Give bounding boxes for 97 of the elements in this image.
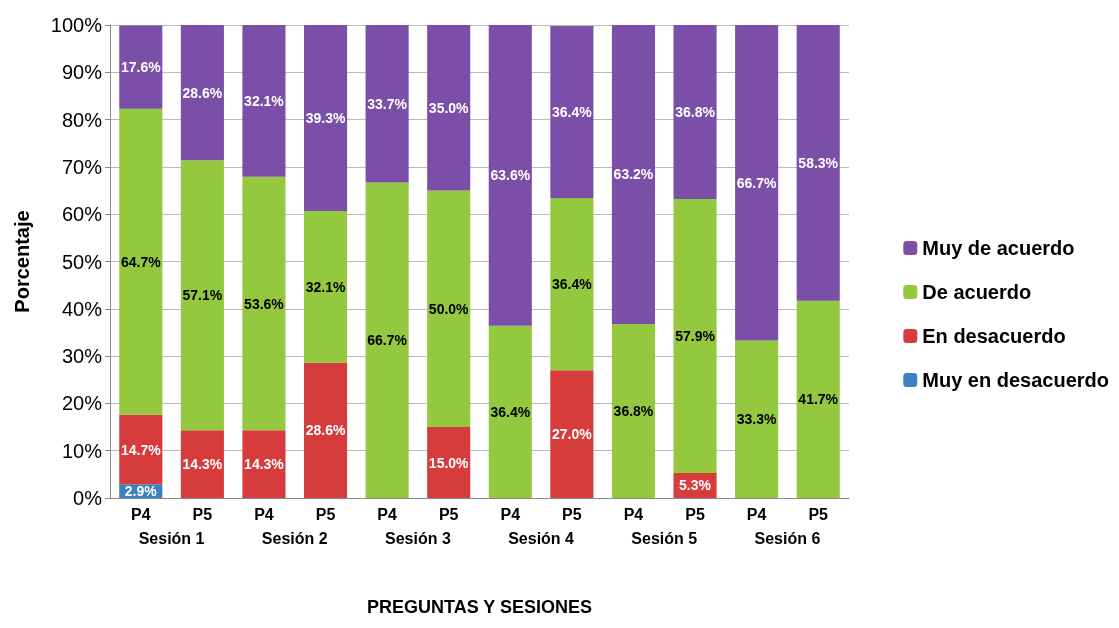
- y-tick-label: 100%: [50, 14, 103, 36]
- bar: [180, 25, 224, 161]
- data-label: 63.2%: [613, 166, 654, 183]
- y-tick-label: 60%: [61, 203, 103, 226]
- data-label: 33.7%: [367, 95, 408, 112]
- bar: [550, 370, 594, 498]
- y-tick-label: 0%: [73, 487, 103, 509]
- bar: [365, 182, 409, 498]
- bar: [180, 160, 224, 431]
- bar: [673, 199, 717, 473]
- text: Sesión 1: [138, 529, 205, 547]
- x-tick-label: P4: [623, 505, 644, 523]
- bar: [488, 325, 532, 498]
- bar: [180, 430, 224, 498]
- bar: [427, 25, 471, 191]
- legend-label: Muy en desacuerdo: [922, 369, 1109, 391]
- bar: [611, 25, 656, 324]
- x-tick-label: P5: [438, 505, 459, 523]
- bar: [427, 427, 471, 498]
- data-label: 14.3%: [182, 456, 223, 473]
- y-axis-title: Porcentaje: [11, 210, 33, 313]
- data-label: 58.3%: [798, 154, 839, 171]
- data-label: 64.7%: [120, 253, 162, 270]
- bar: [488, 25, 532, 326]
- data-label: 39.3%: [305, 109, 346, 126]
- text: Sesión 6: [754, 529, 821, 547]
- data-label: 27.0%: [552, 426, 593, 443]
- bar: [119, 108, 163, 415]
- y-tick-label: 80%: [61, 108, 103, 131]
- y-tick-label: 10%: [61, 439, 103, 462]
- data-label: 41.7%: [798, 391, 839, 408]
- text: Sesión 5: [631, 529, 698, 547]
- data-label: 5.3%: [679, 477, 712, 494]
- bar: [303, 362, 348, 498]
- x-tick-label: P5: [685, 505, 705, 523]
- legend-label: Muy de acuerdo: [922, 237, 1075, 259]
- bar: [550, 25, 594, 199]
- data-label: 28.6%: [305, 422, 346, 439]
- text: Sesión 3: [385, 529, 451, 547]
- bar: [735, 25, 779, 341]
- bar: [242, 25, 286, 177]
- bar: [303, 25, 348, 211]
- data-label: 33.3%: [736, 411, 778, 428]
- x-tick-label: P5: [192, 505, 213, 523]
- bar: [119, 25, 163, 109]
- y-tick-label: 70%: [61, 155, 103, 178]
- bar: [796, 25, 840, 301]
- data-label: 66.7%: [367, 332, 408, 349]
- data-label: 63.6%: [490, 167, 531, 184]
- x-tick-label: P4: [131, 505, 151, 523]
- bar: [735, 340, 779, 498]
- data-label: 32.1%: [305, 278, 346, 295]
- x-tick-label: P4: [500, 505, 521, 523]
- x-axis-title: PREGUNTAS Y SESIONES: [366, 597, 593, 617]
- data-label: 15.0%: [428, 454, 470, 471]
- data-label: 57.9%: [675, 328, 716, 344]
- legend-label: En desacuerdo: [922, 325, 1066, 347]
- y-tick-label: 90%: [61, 61, 103, 84]
- bar: [796, 300, 840, 498]
- data-label: 36.4%: [490, 403, 531, 420]
- legend-label: De acuerdo: [922, 281, 1032, 303]
- bar: [611, 323, 656, 498]
- data-label: 36.4%: [552, 276, 593, 293]
- data-label: 2.9%: [124, 483, 158, 500]
- bar: [365, 25, 409, 183]
- data-label: 32.1%: [244, 92, 285, 109]
- text: Sesión 4: [508, 529, 575, 547]
- x-tick-label: P5: [562, 505, 582, 523]
- bar: [550, 198, 594, 371]
- x-tick-label: P4: [254, 505, 274, 523]
- y-tick-label: 30%: [61, 345, 103, 368]
- data-label: 35.0%: [428, 99, 470, 116]
- data-label: 53.6%: [244, 295, 285, 312]
- y-tick-label: 40%: [61, 297, 103, 320]
- bar: [303, 210, 348, 363]
- y-tick-label: 50%: [61, 250, 103, 273]
- data-label: 50.0%: [428, 300, 470, 317]
- data-label: 66.7%: [736, 174, 778, 191]
- bar: [119, 414, 163, 485]
- data-label: 28.6%: [182, 84, 223, 101]
- x-tick-label: P5: [808, 505, 829, 523]
- data-label: 14.3%: [244, 456, 285, 473]
- data-label: 36.8%: [675, 104, 716, 121]
- text: Sesión 2: [261, 529, 328, 547]
- x-tick-label: P4: [377, 505, 398, 523]
- data-label: 14.7%: [120, 441, 162, 458]
- data-label: 57.1%: [182, 287, 223, 304]
- bar: [673, 25, 717, 200]
- x-tick-label: P5: [315, 505, 336, 523]
- x-tick-label: P4: [746, 505, 767, 523]
- data-label: 17.6%: [120, 59, 162, 76]
- bar: [242, 430, 286, 498]
- bar: [242, 176, 286, 431]
- bar: [427, 190, 471, 428]
- data-label: 36.8%: [613, 402, 654, 419]
- y-tick-label: 20%: [61, 392, 103, 415]
- data-label: 36.4%: [552, 104, 593, 121]
